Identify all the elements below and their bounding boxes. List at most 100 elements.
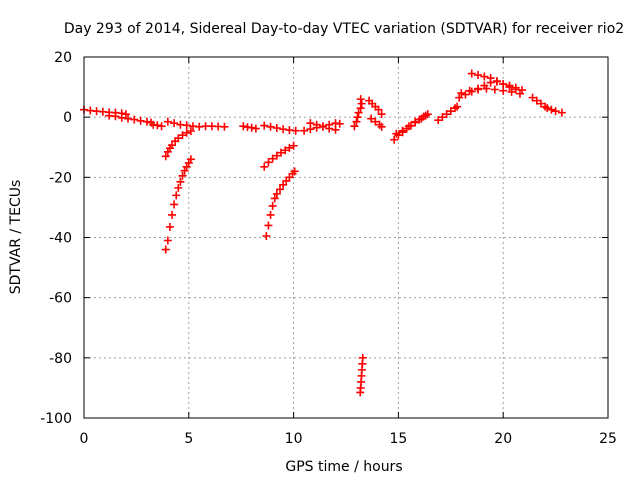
- data-point: [168, 210, 177, 219]
- data-point: [499, 86, 508, 95]
- data-point: [174, 183, 183, 192]
- series-arc-20: [467, 69, 520, 94]
- data-point: [507, 87, 516, 96]
- data-point: [482, 84, 491, 93]
- data-point: [220, 122, 229, 131]
- data-point: [270, 194, 279, 203]
- data-point: [461, 90, 470, 99]
- data-point: [121, 110, 130, 119]
- data-point: [157, 122, 166, 131]
- data-point: [352, 117, 361, 126]
- data-point: [182, 128, 191, 137]
- x-tick-label: 15: [389, 431, 407, 447]
- data-point: [547, 105, 556, 114]
- data-point: [161, 245, 170, 254]
- data-point: [291, 126, 300, 135]
- data-point: [474, 71, 483, 80]
- data-point: [111, 112, 120, 121]
- data-point: [300, 126, 309, 135]
- data-point: [277, 148, 286, 157]
- data-point: [505, 83, 514, 92]
- series-arc-9: [260, 141, 298, 171]
- data-point: [247, 123, 256, 132]
- data-points: [80, 69, 566, 397]
- y-axis-ticks: 20 0 -20 -40 -60 -80 -100: [40, 50, 608, 427]
- data-point: [371, 117, 380, 126]
- data-point: [178, 131, 187, 140]
- data-point: [354, 108, 363, 117]
- data-point: [268, 154, 277, 163]
- data-point: [117, 113, 126, 122]
- data-point: [268, 201, 277, 210]
- data-point: [170, 119, 179, 128]
- data-point: [264, 158, 273, 167]
- data-point: [176, 177, 185, 186]
- data-point: [374, 105, 383, 114]
- data-point: [182, 121, 191, 130]
- series-arc-14: [365, 96, 386, 131]
- data-point: [474, 85, 483, 94]
- data-point: [398, 126, 407, 135]
- data-point: [392, 129, 401, 138]
- series-arc-4: [163, 117, 229, 131]
- data-point: [457, 89, 466, 98]
- series-arc-13: [350, 95, 366, 131]
- y-tick-label: -80: [49, 351, 72, 367]
- data-point: [281, 146, 290, 155]
- data-point: [251, 124, 260, 133]
- data-point: [239, 122, 248, 131]
- plot-frame: [83, 56, 609, 419]
- data-point: [279, 125, 288, 134]
- data-point: [532, 96, 541, 105]
- data-point: [275, 185, 284, 194]
- data-point: [377, 122, 386, 131]
- data-point: [264, 221, 273, 230]
- data-point: [142, 117, 151, 126]
- data-point: [335, 119, 344, 128]
- data-point: [404, 122, 413, 131]
- data-point: [557, 108, 566, 117]
- data-point: [357, 99, 366, 108]
- y-tick-label: -20: [49, 170, 72, 186]
- data-point: [467, 69, 476, 78]
- data-point: [266, 122, 275, 131]
- x-tick-label: 10: [285, 431, 303, 447]
- data-point: [417, 114, 426, 123]
- data-point: [136, 116, 145, 125]
- data-point: [536, 99, 545, 108]
- data-point: [356, 388, 365, 397]
- x-tick-label: 25: [599, 431, 617, 447]
- data-point: [480, 72, 489, 81]
- data-point: [453, 102, 462, 111]
- y-tick-label: -60: [49, 291, 72, 307]
- data-point: [515, 89, 524, 98]
- chart-title: Day 293 of 2014, Sidereal Day-to-day VTE…: [64, 21, 624, 37]
- data-point: [438, 113, 447, 122]
- data-point: [356, 95, 365, 104]
- data-point: [272, 189, 281, 198]
- series-arc-15: [356, 353, 367, 397]
- x-tick-label: 0: [80, 431, 89, 447]
- data-point: [266, 210, 275, 219]
- data-point: [511, 85, 520, 94]
- data-point: [186, 127, 195, 136]
- data-point: [170, 200, 179, 209]
- y-tick-label: -40: [49, 231, 72, 247]
- series-arc-21: [457, 84, 524, 98]
- data-point: [390, 135, 399, 144]
- data-point: [260, 121, 269, 130]
- data-point: [262, 231, 271, 240]
- data-point: [178, 171, 187, 180]
- data-point: [411, 117, 420, 126]
- series-arc-17: [392, 111, 430, 138]
- data-point: [528, 93, 537, 102]
- data-point: [325, 124, 334, 133]
- data-point: [367, 114, 376, 123]
- data-point: [290, 167, 299, 176]
- data-point: [421, 111, 430, 120]
- data-point: [174, 134, 183, 143]
- data-point: [165, 222, 174, 231]
- series-arc-10: [262, 167, 299, 240]
- data-point: [312, 120, 321, 129]
